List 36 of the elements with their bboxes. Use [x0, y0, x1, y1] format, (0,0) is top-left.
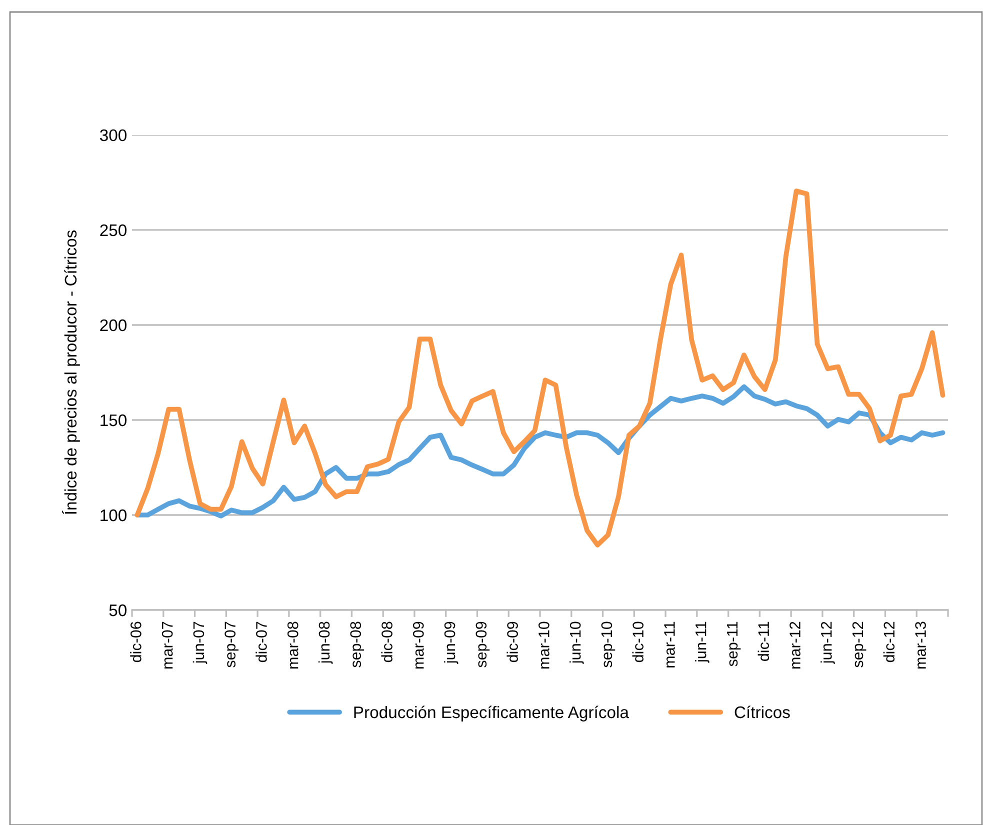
x-tick-label: jun-12 [820, 622, 835, 664]
x-tick-label: jun-09 [444, 622, 458, 664]
x-tick-label: jun-11 [695, 622, 710, 663]
y-tick-label: 150 [100, 414, 127, 426]
x-tick-label: mar-08 [287, 622, 298, 668]
legend-label: Cítricos [734, 706, 790, 718]
y-tick-label: 300 [100, 129, 127, 142]
x-tick-label: dic-06 [130, 622, 142, 662]
x-tick-label: dic-11 [758, 622, 770, 661]
x-tick-label: sep-10 [601, 622, 616, 668]
x-tick-label: sep-09 [476, 622, 490, 668]
x-tick-label: dic-12 [883, 622, 895, 662]
x-tick-label: sep-08 [350, 622, 364, 668]
y-tick-label: 100 [100, 509, 127, 522]
legend-label: Producción Específicamente Agrícola [354, 706, 629, 722]
x-tick-label: sep-07 [224, 622, 239, 668]
x-tick-label: dic-07 [256, 622, 267, 662]
x-tick-label: sep-12 [852, 622, 866, 668]
y-tick-label: 50 [109, 604, 127, 616]
line-series [134, 188, 946, 548]
x-tick-label: jun-08 [318, 622, 333, 664]
x-tick-label: jun-07 [192, 622, 208, 664]
x-tick-label: mar-11 [664, 622, 675, 668]
x-tick-label: mar-07 [162, 622, 173, 668]
x-tick-label: mar-09 [412, 622, 424, 668]
x-tick-label: mar-13 [915, 622, 926, 668]
x-tick-label: dic-10 [632, 622, 644, 662]
y-tick-label: 200 [100, 319, 127, 332]
x-tick-label: mar-12 [790, 622, 800, 668]
x-tick-label: sep-11 [726, 622, 741, 666]
x-tick-label: jun-10 [570, 622, 584, 664]
x-tick-label: mar-10 [538, 622, 550, 668]
y-axis-title: Índice de precios al producor - Cítricos [62, 230, 80, 514]
x-tick-label: dic-08 [381, 622, 392, 662]
x-tick-label: dic-09 [506, 622, 518, 662]
y-tick-label: 250 [100, 224, 127, 236]
